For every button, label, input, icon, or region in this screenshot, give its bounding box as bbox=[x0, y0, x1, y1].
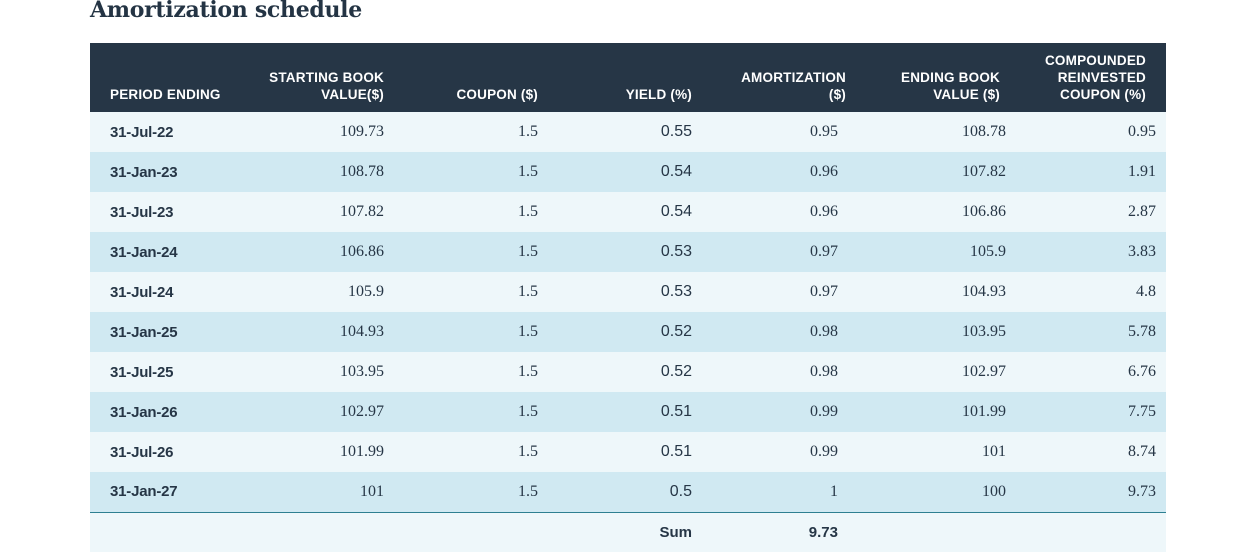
amortization-table: PERIOD ENDING STARTING BOOK VALUE($) COU… bbox=[90, 43, 1166, 552]
cell-starting-book-value: 107.82 bbox=[340, 203, 384, 220]
cell-compounded-reinvested-coupon: 1.91 bbox=[1128, 163, 1156, 180]
cell-ending-book-value: 106.86 bbox=[962, 203, 1006, 220]
cell-compounded-reinvested-coupon: 3.83 bbox=[1128, 243, 1156, 260]
table-row: 31-Jan-25 104.93 1.5 0.52 0.98 103.95 5.78 bbox=[90, 312, 1166, 352]
cell-compounded-reinvested-coupon: 0.95 bbox=[1128, 123, 1156, 140]
cell-period-ending: 31-Jul-24 bbox=[110, 283, 174, 301]
cell-amortization: 0.98 bbox=[810, 323, 838, 340]
sum-label: Sum bbox=[659, 523, 692, 541]
header-compounded-reinvested-coupon: COMPOUNDED REINVESTED COUPON (%) bbox=[1044, 53, 1146, 102]
cell-amortization: 1 bbox=[830, 482, 838, 500]
sum-value: 9.73 bbox=[808, 523, 838, 541]
cell-period-ending: 31-Jan-24 bbox=[110, 243, 178, 261]
table-row: 31-Jul-22 109.73 1.5 0.55 0.95 108.78 0.95 bbox=[90, 112, 1166, 152]
table-header-row: PERIOD ENDING STARTING BOOK VALUE($) COU… bbox=[90, 43, 1166, 112]
page-title: Amortization schedule bbox=[90, 0, 362, 23]
cell-coupon: 1.5 bbox=[518, 363, 538, 380]
cell-period-ending: 31-Jan-26 bbox=[110, 403, 178, 421]
cell-starting-book-value: 101.99 bbox=[340, 443, 384, 460]
sum-empty-cell bbox=[250, 512, 394, 552]
cell-period-ending: 31-Jan-25 bbox=[110, 323, 178, 341]
cell-amortization: 0.96 bbox=[810, 203, 838, 220]
sum-empty-cell bbox=[394, 512, 548, 552]
cell-period-ending: 31-Jan-23 bbox=[110, 163, 178, 181]
header-coupon: COUPON ($) bbox=[456, 87, 538, 102]
cell-coupon: 1.5 bbox=[518, 323, 538, 340]
cell-period-ending: 31-Jul-26 bbox=[110, 443, 174, 461]
cell-compounded-reinvested-coupon: 4.8 bbox=[1136, 283, 1156, 300]
cell-starting-book-value: 106.86 bbox=[340, 243, 384, 260]
cell-ending-book-value: 103.95 bbox=[962, 323, 1006, 340]
cell-amortization: 0.95 bbox=[810, 123, 838, 140]
cell-yield: 0.51 bbox=[660, 403, 692, 420]
sum-row: Sum 9.73 bbox=[90, 512, 1166, 552]
cell-yield: 0.51 bbox=[660, 443, 692, 460]
table-row: 31-Jul-24 105.9 1.5 0.53 0.97 104.93 4.8 bbox=[90, 272, 1166, 312]
cell-starting-book-value: 104.93 bbox=[340, 323, 384, 340]
table-row: 31-Jul-26 101.99 1.5 0.51 0.99 101 8.74 bbox=[90, 432, 1166, 472]
cell-amortization: 0.98 bbox=[810, 363, 838, 380]
cell-starting-book-value: 102.97 bbox=[340, 403, 384, 420]
cell-ending-book-value: 108.78 bbox=[962, 123, 1006, 140]
cell-starting-book-value: 108.78 bbox=[340, 163, 384, 180]
cell-period-ending: 31-Jan-27 bbox=[110, 483, 178, 501]
table-row: 31-Jan-26 102.97 1.5 0.51 0.99 101.99 7.75 bbox=[90, 392, 1166, 432]
header-amortization: AMORTIZATION ($) bbox=[741, 70, 846, 102]
cell-compounded-reinvested-coupon: 2.87 bbox=[1128, 203, 1156, 220]
cell-yield: 0.52 bbox=[660, 323, 692, 340]
cell-starting-book-value: 109.73 bbox=[340, 123, 384, 140]
cell-ending-book-value: 101.99 bbox=[962, 403, 1006, 420]
cell-yield: 0.55 bbox=[660, 123, 692, 140]
cell-ending-book-value: 107.82 bbox=[962, 163, 1006, 180]
cell-ending-book-value: 100 bbox=[982, 482, 1006, 500]
cell-compounded-reinvested-coupon: 8.74 bbox=[1128, 443, 1156, 460]
cell-starting-book-value: 105.9 bbox=[348, 283, 384, 300]
cell-ending-book-value: 102.97 bbox=[962, 363, 1006, 380]
header-ending-book-value: ENDING BOOK VALUE ($) bbox=[901, 70, 1000, 102]
cell-period-ending: 31-Jul-25 bbox=[110, 363, 174, 381]
cell-yield: 0.54 bbox=[660, 203, 692, 220]
cell-yield: 0.54 bbox=[660, 163, 692, 180]
cell-coupon: 1.5 bbox=[518, 123, 538, 140]
table-row: 31-Jan-23 108.78 1.5 0.54 0.96 107.82 1.91 bbox=[90, 152, 1166, 192]
cell-coupon: 1.5 bbox=[518, 203, 538, 220]
cell-ending-book-value: 105.9 bbox=[970, 243, 1006, 260]
cell-ending-book-value: 101 bbox=[982, 443, 1006, 460]
table-row: 31-Jul-23 107.82 1.5 0.54 0.96 106.86 2.87 bbox=[90, 192, 1166, 232]
table-body: 31-Jul-22 109.73 1.5 0.55 0.95 108.78 0.95 31-J… bbox=[90, 112, 1166, 552]
table-row: 31-Jul-25 103.95 1.5 0.52 0.98 102.97 6.76 bbox=[90, 352, 1166, 392]
cell-period-ending: 31-Jul-23 bbox=[110, 203, 174, 221]
table-row: 31-Jan-24 106.86 1.5 0.53 0.97 105.9 3.83 bbox=[90, 232, 1166, 272]
cell-compounded-reinvested-coupon: 9.73 bbox=[1128, 482, 1156, 500]
cell-compounded-reinvested-coupon: 5.78 bbox=[1128, 323, 1156, 340]
table-row: 31-Jan-27 101 1.5 0.5 1 100 9.73 bbox=[90, 472, 1166, 512]
cell-ending-book-value: 104.93 bbox=[962, 283, 1006, 300]
header-starting-book-value: STARTING BOOK VALUE($) bbox=[269, 70, 384, 102]
cell-coupon: 1.5 bbox=[518, 283, 538, 300]
cell-amortization: 0.97 bbox=[810, 243, 838, 260]
cell-compounded-reinvested-coupon: 7.75 bbox=[1128, 403, 1156, 420]
sum-empty-cell bbox=[856, 512, 1010, 552]
cell-amortization: 0.99 bbox=[810, 443, 838, 460]
cell-coupon: 1.5 bbox=[518, 482, 538, 500]
cell-yield: 0.5 bbox=[669, 482, 692, 500]
cell-yield: 0.53 bbox=[660, 283, 692, 300]
cell-compounded-reinvested-coupon: 6.76 bbox=[1128, 363, 1156, 380]
cell-coupon: 1.5 bbox=[518, 243, 538, 260]
sum-empty-cell bbox=[90, 512, 250, 552]
cell-amortization: 0.96 bbox=[810, 163, 838, 180]
cell-yield: 0.52 bbox=[660, 363, 692, 380]
cell-amortization: 0.99 bbox=[810, 403, 838, 420]
cell-coupon: 1.5 bbox=[518, 403, 538, 420]
cell-coupon: 1.5 bbox=[518, 163, 538, 180]
header-period-ending: PERIOD ENDING bbox=[110, 87, 221, 102]
cell-amortization: 0.97 bbox=[810, 283, 838, 300]
cell-starting-book-value: 101 bbox=[360, 482, 384, 500]
header-yield: YIELD (%) bbox=[625, 87, 692, 102]
cell-coupon: 1.5 bbox=[518, 443, 538, 460]
cell-period-ending: 31-Jul-22 bbox=[110, 123, 174, 141]
cell-starting-book-value: 103.95 bbox=[340, 363, 384, 380]
sum-empty-cell bbox=[1010, 512, 1166, 552]
cell-yield: 0.53 bbox=[660, 243, 692, 260]
